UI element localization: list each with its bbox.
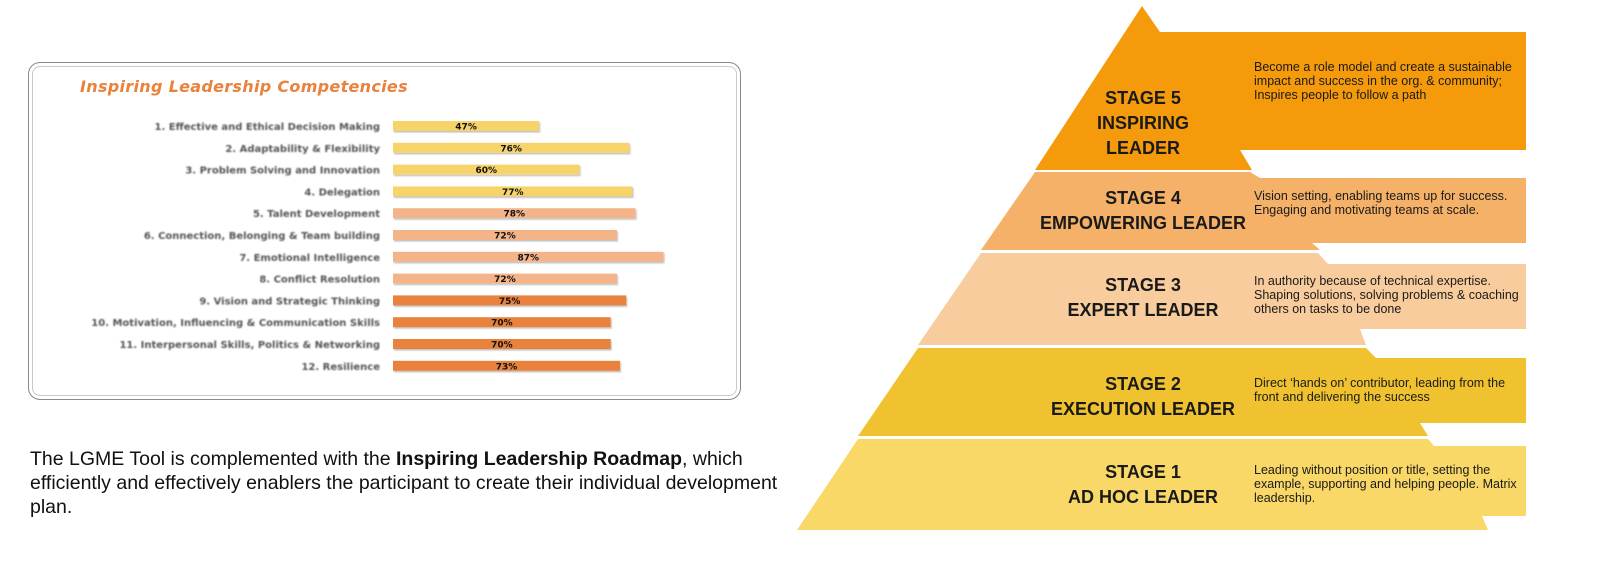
pyramid-stage-3-shape <box>918 253 1526 345</box>
bar <box>393 360 621 371</box>
bar <box>393 273 617 284</box>
bar <box>393 186 633 197</box>
value-label: 78% <box>504 210 526 220</box>
category-label: 1. Effective and Ethical Decision Making <box>155 122 380 133</box>
bar <box>393 121 540 131</box>
value-label: 60% <box>476 166 498 176</box>
value-label: 47% <box>455 123 477 133</box>
caption-part1: The LGME Tool is complemented with the <box>30 448 396 470</box>
pyramid-stage-5-shape <box>1035 6 1526 170</box>
bar <box>393 208 636 219</box>
value-label: 76% <box>500 144 522 154</box>
chart-title: Inspiring Leadership Competencies <box>80 77 408 96</box>
caption-bold: Inspiring Leadership Roadmap <box>395 448 683 470</box>
stage-3-title: STAGE 3 EXPERT LEADER <box>1040 273 1246 323</box>
category-label: 5. Talent Development <box>253 209 380 220</box>
stage-2-description: Direct ‘hands on’ contributor, leading f… <box>1254 376 1506 404</box>
category-label: 6. Connection, Belonging & Team building <box>144 231 380 242</box>
pyramid-stage-4-shape <box>981 172 1526 250</box>
value-label: 87% <box>518 253 540 263</box>
chart-card <box>28 62 741 400</box>
stage-title-line: STAGE 1 <box>1105 462 1181 482</box>
stage-5-description: Become a role model and create a sustain… <box>1254 60 1512 102</box>
value-label: 73% <box>496 362 518 372</box>
bar <box>393 295 627 306</box>
bar <box>393 339 611 349</box>
stage-title-line: EXPERT LEADER <box>1067 300 1219 320</box>
stage-title-line: STAGE 3 <box>1105 275 1181 295</box>
category-label: 4. Delegation <box>304 187 380 198</box>
stage-5-title: STAGE 5 INSPIRING LEADER <box>1040 86 1246 161</box>
category-label: 8. Conflict Resolution <box>259 275 380 286</box>
stage-title-line: INSPIRING <box>1096 113 1189 133</box>
category-label: 11. Interpersonal Skills, Politics & Net… <box>119 340 380 351</box>
pyramid-stage-2-shape <box>858 348 1526 436</box>
stage-title-line: AD HOC LEADER <box>1067 487 1218 507</box>
value-label: 70% <box>491 341 513 351</box>
stage-title-line: EMPOWERING LEADER <box>1040 213 1247 233</box>
stage-title-line: EXECUTION LEADER <box>1050 399 1236 419</box>
bar <box>393 142 630 153</box>
bar <box>393 230 617 240</box>
stage-1-description: Leading without position or title, setti… <box>1254 463 1517 505</box>
category-label: 10. Motivation, Influencing & Communicat… <box>91 318 380 329</box>
category-label: 2. Adaptability & Flexibility <box>225 144 380 155</box>
value-label: 72% <box>494 232 516 242</box>
value-label: 75% <box>499 297 521 307</box>
caption-text: The LGME Tool is complemented with the I… <box>30 447 790 519</box>
value-label: 77% <box>502 188 524 198</box>
stage-4-title: STAGE 4 EMPOWERING LEADER <box>1040 186 1246 236</box>
stage-title-line: LEADER <box>1105 138 1180 158</box>
stage-2-title: STAGE 2 EXECUTION LEADER <box>1040 372 1246 422</box>
value-label: 70% <box>491 319 513 329</box>
pyramid-stage-1-shape <box>797 439 1526 530</box>
category-label: 7. Emotional Intelligence <box>239 253 380 264</box>
bar <box>393 164 580 175</box>
value-label: 72% <box>494 275 516 285</box>
bar <box>393 317 611 328</box>
category-label: 3. Problem Solving and Innovation <box>185 166 380 177</box>
category-label: 12. Resilience <box>301 362 380 373</box>
stage-1-title: STAGE 1 AD HOC LEADER <box>1040 460 1246 510</box>
stage-3-description: In authority because of technical expert… <box>1254 274 1519 316</box>
category-label: 9. Vision and Strategic Thinking <box>199 296 380 307</box>
competencies-bar-chart: 1. Effective and Ethical Decision Making… <box>91 121 664 373</box>
stage-title-line: STAGE 2 <box>1105 374 1181 394</box>
stage-4-description: Vision setting, enabling teams up for su… <box>1254 189 1508 217</box>
bar <box>393 251 664 262</box>
stage-title-line: STAGE 5 <box>1105 88 1181 108</box>
stage-title-line: STAGE 4 <box>1105 188 1181 208</box>
caption-part2: , which efficiently and effectively enab… <box>30 448 778 518</box>
